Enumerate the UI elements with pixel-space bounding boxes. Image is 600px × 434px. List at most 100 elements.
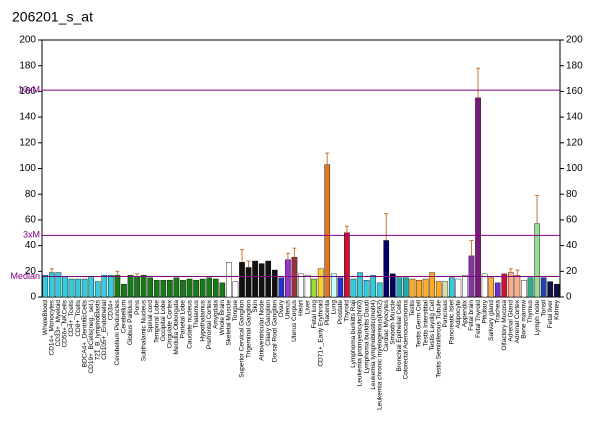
chart-title: 206201_s_at xyxy=(12,9,93,25)
x-tick-label: Placenta xyxy=(324,300,331,326)
y2-tick-label: 80 xyxy=(566,189,578,200)
x-tick-label: CD8+_Tcells xyxy=(75,299,82,336)
y-tick-label: 200 xyxy=(19,35,36,46)
bar xyxy=(514,274,521,298)
bar xyxy=(167,280,173,298)
bar xyxy=(521,280,527,298)
y-tick-label: 0 xyxy=(30,292,36,303)
x-tick-label: Fetal brain xyxy=(468,300,475,331)
y2-tick-label: 140 xyxy=(566,112,583,123)
y-tick-label: 140 xyxy=(19,112,36,123)
bar xyxy=(239,262,245,298)
x-tick-label: Adrenal Gland xyxy=(508,300,515,342)
x-tick-label: Temporal Lobe xyxy=(153,300,160,343)
x-tick-label: Thyroid xyxy=(344,300,351,322)
x-tick-label: BDCA4+_DentriticCells xyxy=(81,299,88,367)
x-tick-label: Testis Seminiferous Tubule xyxy=(435,300,442,378)
x-tick-label: Leukemia lymphoblastic(molt4) xyxy=(370,300,377,390)
x-tick-label: Caudate nucleus xyxy=(186,299,193,349)
x-tick-label: Pituitary xyxy=(481,299,488,323)
y2-tick-label: 160 xyxy=(566,86,583,97)
x-tick-label: Thymus xyxy=(527,299,534,323)
y2-tick-label: 120 xyxy=(566,137,583,148)
bar xyxy=(193,280,199,298)
x-tick-label: Leukemia chronic myelogenous(k562) xyxy=(376,300,383,410)
bar xyxy=(442,281,449,298)
bar xyxy=(370,274,376,298)
x-tick-label: CD71+_Early Erythroid xyxy=(317,300,324,367)
x-tick-label: Testis xyxy=(409,299,416,316)
x-tick-label: Parietal Lobe xyxy=(180,300,187,339)
x-tick-label: Uterus xyxy=(285,299,292,319)
x-tick-label: Testis Interstitial xyxy=(422,299,429,346)
x-tick-label: Lymph node xyxy=(534,300,541,336)
x-tick-label: WholeBlood xyxy=(42,300,49,335)
x-tick-label: Bronchial Epithelial Cells xyxy=(396,299,403,371)
bar xyxy=(376,282,383,298)
x-tick-label: Olfactory Mucosa xyxy=(501,300,508,351)
bar xyxy=(403,277,409,298)
bar xyxy=(488,277,494,298)
x-tick-label: Bone marrow xyxy=(521,300,528,339)
bar xyxy=(311,278,317,298)
y2-tick-label: 60 xyxy=(566,215,578,226)
x-tick-label: CD56+_NKCells xyxy=(62,299,69,347)
x-tick-label: CD14+_Monocytes xyxy=(49,299,56,355)
x-tick-label: Liver xyxy=(304,299,311,314)
x-tick-label: Adipocyte xyxy=(455,300,462,329)
bar xyxy=(127,274,134,298)
x-tick-label: Occipital Lobe xyxy=(160,300,167,342)
bar xyxy=(534,223,540,298)
y2-tick-label: 200 xyxy=(566,35,583,46)
x-tick-label: CD34+ xyxy=(108,300,115,321)
x-tick-label: Cerebellum xyxy=(121,300,128,333)
x-tick-label: Heart xyxy=(298,300,305,316)
bar xyxy=(258,263,265,298)
x-tick-label: Spinal cord xyxy=(147,300,154,333)
bar xyxy=(540,277,547,298)
bar xyxy=(186,278,193,298)
bar xyxy=(396,277,403,298)
bar xyxy=(357,272,363,298)
x-tick-label: Ovary xyxy=(278,299,285,317)
bar xyxy=(278,277,285,298)
bar xyxy=(108,274,114,298)
x-tick-label: Kidney xyxy=(553,299,560,320)
bar xyxy=(271,269,278,298)
x-tick-label: Pancreas xyxy=(442,299,449,327)
bar xyxy=(226,262,232,298)
y-tick-label: 100 xyxy=(19,163,36,174)
bar xyxy=(160,280,167,298)
x-tick-label: Testis Leydig Cell xyxy=(429,299,436,350)
y-tick-label: 180 xyxy=(19,60,36,71)
reference-label: 10xM xyxy=(18,84,40,94)
bar xyxy=(101,274,108,298)
x-tick-label: Cingulate Cortex xyxy=(167,299,174,348)
y-tick-label: 80 xyxy=(25,189,37,200)
bar xyxy=(62,276,68,298)
bar xyxy=(317,268,324,298)
x-tick-label: Tonsil xyxy=(540,299,547,316)
x-tick-label: Pons xyxy=(134,299,141,315)
y-tick-label: 120 xyxy=(19,137,36,148)
bar xyxy=(553,283,560,298)
bar xyxy=(147,277,154,298)
bar xyxy=(344,232,350,298)
y2-tick-label: 20 xyxy=(566,266,578,277)
bar xyxy=(416,280,422,298)
x-tick-label: Fetal liver xyxy=(547,299,554,328)
y-tick-label: 160 xyxy=(19,86,36,97)
bar xyxy=(121,283,127,298)
x-tick-label: Prefrontal Cortex xyxy=(206,299,213,349)
bar xyxy=(206,277,213,298)
x-tick-label: Trigeminal Ganglion xyxy=(245,300,252,358)
x-tick-label: CD4+_Tcells xyxy=(68,299,75,336)
bar xyxy=(350,278,357,298)
x-tick-label: Salivary gland xyxy=(488,300,495,341)
x-tick-label: Colorectal Adenocarcinoma xyxy=(403,300,410,380)
x-tick-label: Lymphoma burkitts Raji xyxy=(350,300,357,368)
x-tick-label: Whole Brain xyxy=(219,300,226,336)
bar xyxy=(68,278,75,298)
x-tick-label: Cerebellum Peduncles xyxy=(114,299,121,365)
